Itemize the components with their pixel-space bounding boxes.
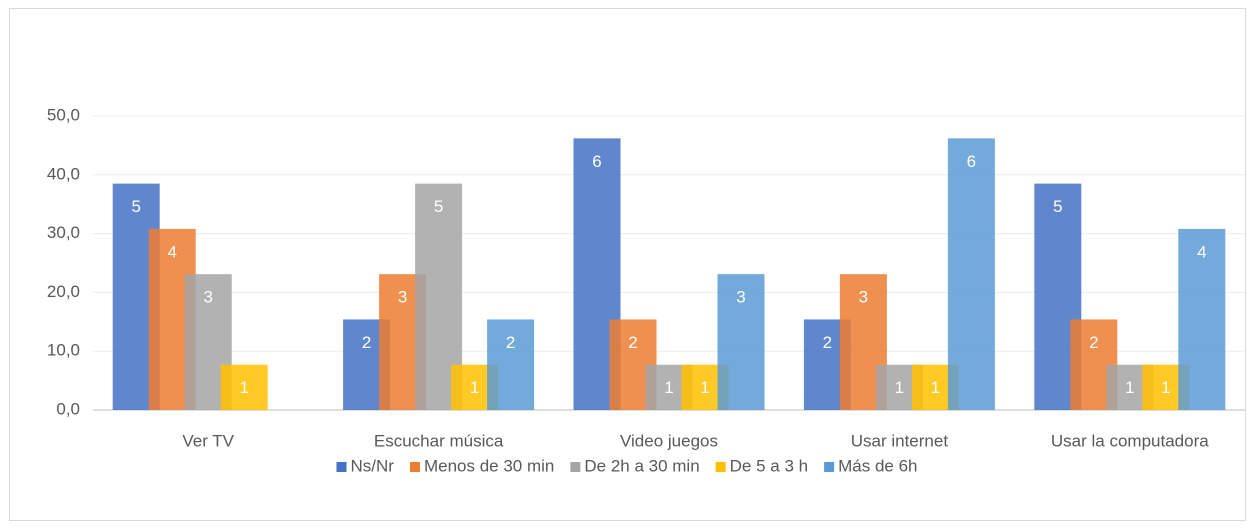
data-label: 2 [506, 333, 515, 352]
data-label: 3 [859, 288, 868, 307]
legend-swatch [336, 462, 347, 472]
data-label: 6 [967, 152, 976, 171]
data-label: 5 [434, 197, 443, 216]
bar [947, 138, 995, 410]
data-label: 4 [167, 242, 176, 261]
y-tick-label: 20,0 [47, 282, 80, 301]
legend-label: Más de 6h [838, 456, 917, 475]
data-label: 2 [628, 333, 637, 352]
data-label: 3 [398, 288, 407, 307]
y-tick-label: 30,0 [47, 223, 80, 242]
legend-swatch [824, 462, 835, 472]
legend-label: Menos de 30 min [424, 456, 554, 475]
legend-swatch [409, 462, 420, 472]
data-label: 1 [470, 378, 479, 397]
bar [717, 274, 765, 410]
data-label: 1 [895, 378, 904, 397]
y-tick-label: 10,0 [47, 341, 80, 360]
y-tick-label: 0,0 [56, 399, 80, 418]
data-label: 5 [131, 197, 140, 216]
data-label: 3 [203, 288, 212, 307]
data-label: 1 [664, 378, 673, 397]
x-tick-label: Video juegos [620, 431, 718, 450]
legend-swatch [715, 462, 726, 472]
bar [1178, 228, 1226, 410]
legend-label: Ns/Nr [351, 456, 395, 475]
data-label: 2 [1089, 333, 1098, 352]
data-label: 1 [239, 378, 248, 397]
x-tick-label: Usar internet [851, 431, 949, 450]
data-label: 1 [1125, 378, 1134, 397]
data-label: 1 [1161, 378, 1170, 397]
y-tick-label: 50,0 [47, 105, 80, 124]
legend-label: De 5 a 3 h [730, 456, 808, 475]
bar [487, 319, 535, 410]
data-label: 2 [362, 333, 371, 352]
data-label: 3 [736, 288, 745, 307]
y-tick-label: 40,0 [47, 164, 80, 183]
legend-swatch [570, 462, 581, 472]
data-label: 1 [700, 378, 709, 397]
x-tick-label: Usar la computadora [1051, 431, 1209, 450]
data-label: 6 [592, 152, 601, 171]
x-tick-label: Ver TV [182, 431, 234, 450]
data-label: 4 [1197, 242, 1206, 261]
data-label: 1 [931, 378, 940, 397]
legend-label: De 2h a 30 min [584, 456, 699, 475]
bar [220, 364, 268, 410]
data-label: 2 [823, 333, 832, 352]
x-tick-label: Escuchar música [374, 431, 504, 450]
data-label: 5 [1053, 197, 1062, 216]
